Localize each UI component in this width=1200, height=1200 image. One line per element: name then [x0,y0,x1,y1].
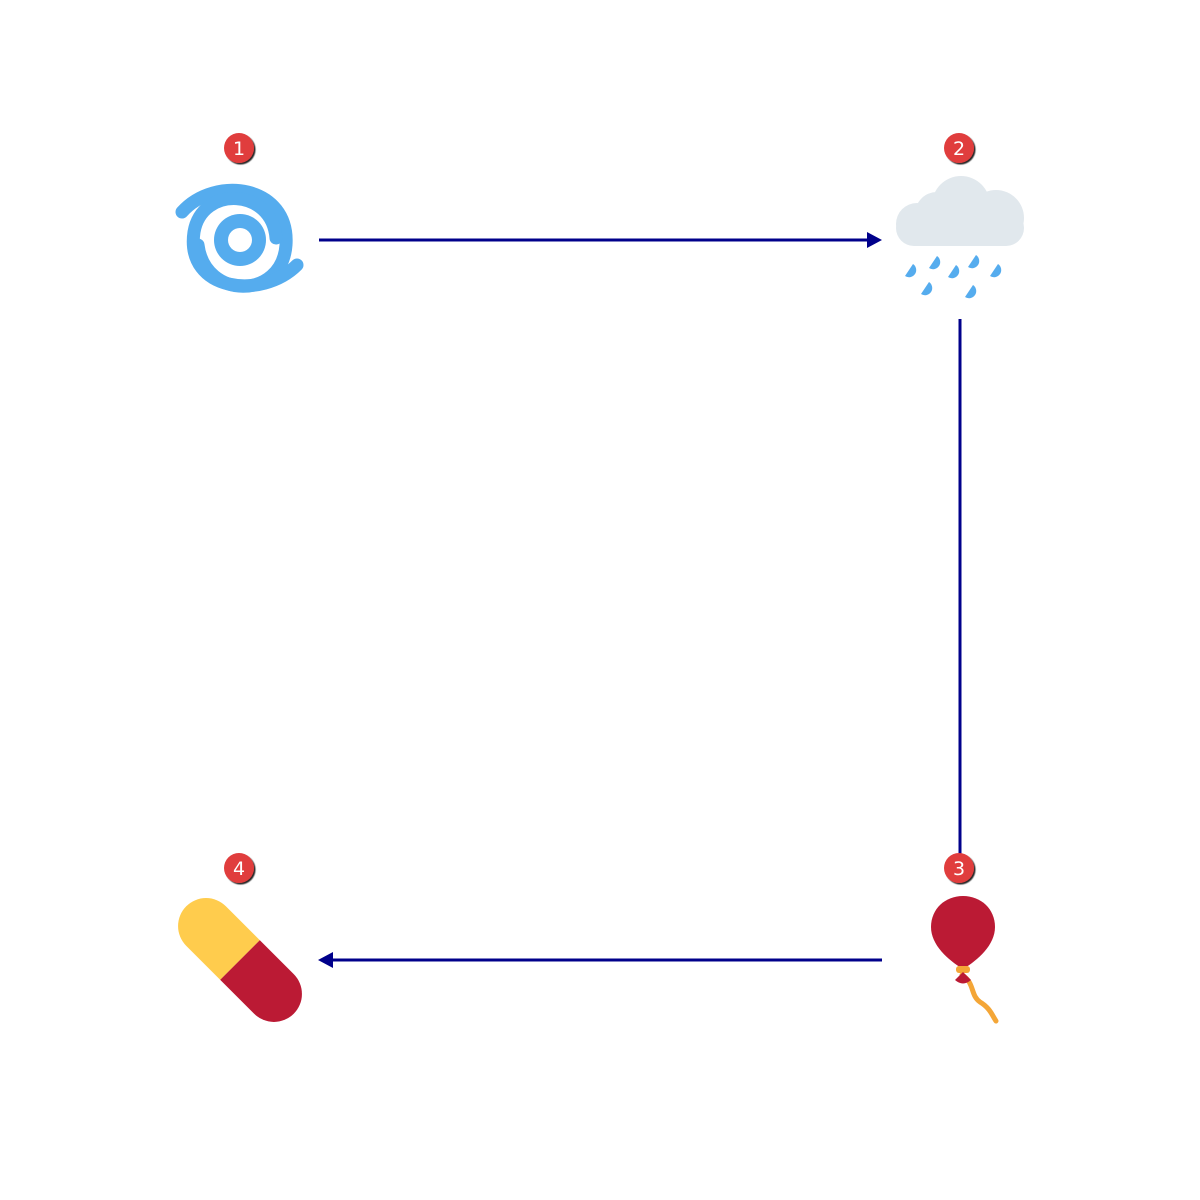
rain-cloud-icon [896,176,1024,299]
arrowhead [318,952,333,968]
step-number: 4 [233,858,245,880]
arrowhead [867,232,882,248]
step-badge [944,133,974,163]
node-2: 2 [896,133,1024,299]
node-3: 3 [931,853,999,1024]
cyclone-icon [175,183,304,293]
step-badge [224,133,254,163]
node-1: 1 [175,133,304,293]
step-number: 2 [953,138,965,160]
edge-3-to-4 [318,952,882,968]
balloon-icon [931,896,999,1024]
edge-1-to-2 [319,232,882,248]
step-number: 3 [953,858,965,880]
step-badge [224,853,254,883]
step-badge [944,853,974,883]
step-number: 1 [233,138,245,160]
